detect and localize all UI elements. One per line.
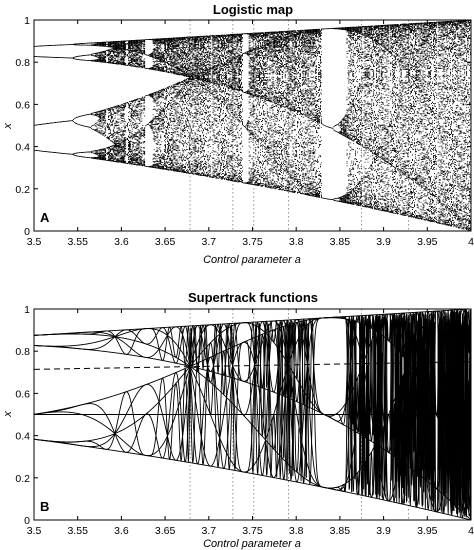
bifurcation-points bbox=[34, 20, 471, 231]
panel-b-letter: B bbox=[40, 499, 49, 514]
panel-a-y-tick-label: 0.4 bbox=[15, 142, 30, 154]
dashed-line bbox=[34, 361, 471, 370]
panel-b-title: Supertrack functions bbox=[188, 290, 318, 305]
panel-a-y-tick-label: 0.8 bbox=[15, 57, 30, 69]
panel-b-x-ticks: 3.5 3.55 3.6 3.65 3.7 3.75 3.8 3.85 3.9 3.95 4 bbox=[27, 309, 474, 537]
panel-a-x-tick-label: 3.95 bbox=[417, 236, 438, 248]
panel-a-x-tick-label: 3.5 bbox=[27, 236, 42, 248]
panel-a-x-tick-label: 3.55 bbox=[67, 236, 88, 248]
panel-b-x-tick-label: 3.6 bbox=[114, 525, 129, 537]
supertrack-curve-14 bbox=[34, 309, 471, 520]
panel-b-x-axis-label: Control parameter a bbox=[203, 538, 301, 550]
panel-a-x-tick-label: 3.7 bbox=[201, 236, 216, 248]
panel-b-y-tick-label: 0.4 bbox=[15, 431, 30, 443]
panel-a-y-tick-label: 0.6 bbox=[15, 99, 30, 111]
panel-a-x-tick-label: 3.85 bbox=[330, 236, 351, 248]
panel-b: Supertrack functions 3.5 3.55 3.6 3.65 3.7 3.… bbox=[2, 290, 474, 550]
panel-a-x-tick-label: 3.6 bbox=[114, 236, 129, 248]
panel-a-x-tick-label: 3.75 bbox=[242, 236, 263, 248]
panel-b-x-tick-label: 3.7 bbox=[201, 525, 216, 537]
panel-b-x-tick-label: 3.5 bbox=[27, 525, 42, 537]
panel-a-y-tick-label: 1 bbox=[24, 15, 30, 27]
panel-a-plot bbox=[34, 20, 471, 231]
panel-b-y-axis-label: x bbox=[2, 411, 14, 418]
panel-b-x-tick-label: 3.85 bbox=[330, 525, 351, 537]
panel-b-plot bbox=[34, 309, 471, 520]
panel-b-x-tick-label: 3.75 bbox=[242, 525, 263, 537]
panel-b-x-tick-label: 3.8 bbox=[289, 525, 304, 537]
panel-b-x-tick-label: 3.95 bbox=[417, 525, 438, 537]
panel-a-title: Logistic map bbox=[213, 2, 293, 17]
panel-b-x-tick-label: 3.65 bbox=[155, 525, 176, 537]
panel-a: Logistic map 3.5 3.55 3.6 3.65 3.7 3.75 3.8 3.8… bbox=[2, 2, 474, 266]
supertrack-curve-12 bbox=[34, 309, 471, 520]
panel-b-y-tick-label: 0 bbox=[24, 515, 30, 527]
panel-a-x-axis-label: Control parameter a bbox=[203, 254, 301, 266]
panel-a-y-tick-label: 0 bbox=[24, 226, 30, 238]
panel-a-x-tick-label: 3.8 bbox=[289, 236, 304, 248]
panel-b-y-tick-label: 0.8 bbox=[15, 346, 30, 358]
panel-a-x-ticks: 3.5 3.55 3.6 3.65 3.7 3.75 3.8 3.85 3.9 3.95 4 bbox=[27, 20, 474, 248]
panel-b-x-tick-label: 4 bbox=[468, 525, 474, 537]
panel-a-y-ticks: 0 0.2 0.4 0.6 0.8 1 bbox=[15, 15, 471, 238]
panel-a-letter: A bbox=[40, 210, 50, 225]
panel-b-y-tick-label: 0.2 bbox=[15, 473, 30, 485]
panel-b-x-tick-label: 3.55 bbox=[67, 525, 88, 537]
panel-b-y-tick-label: 1 bbox=[24, 304, 30, 316]
panel-a-x-tick-label: 4 bbox=[468, 236, 474, 248]
panel-b-x-tick-label: 3.9 bbox=[376, 525, 391, 537]
panel-a-y-tick-label: 0.2 bbox=[15, 184, 30, 196]
panel-a-y-axis-label: x bbox=[2, 123, 14, 130]
panel-a-x-tick-label: 3.65 bbox=[155, 236, 176, 248]
panel-b-y-ticks: 0 0.2 0.4 0.6 0.8 1 bbox=[15, 304, 471, 527]
panel-b-y-tick-label: 0.6 bbox=[15, 388, 30, 400]
panel-a-x-tick-label: 3.9 bbox=[376, 236, 391, 248]
